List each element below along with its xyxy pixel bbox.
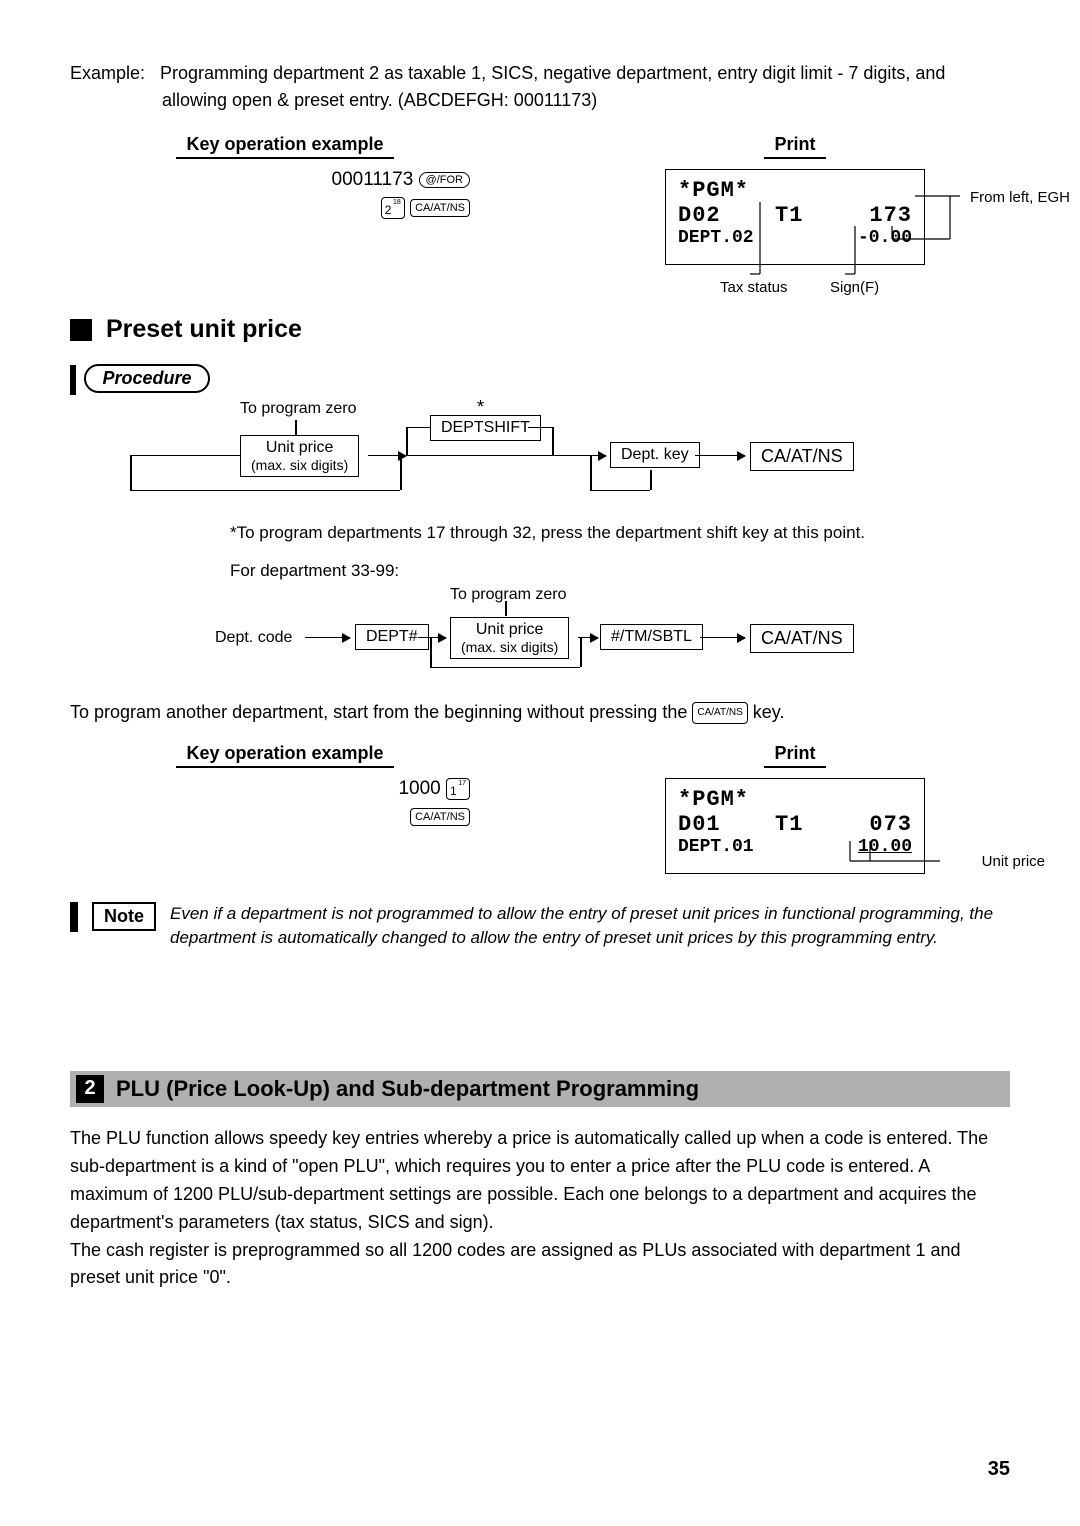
key-1: 117 [446, 778, 470, 800]
code-1000: 1000 [398, 778, 440, 799]
dept-code-label: Dept. code [215, 629, 292, 647]
example-line2: allowing open & preset entry. (ABCDEFGH:… [162, 87, 1010, 114]
procedure-row: Procedure [70, 364, 1010, 395]
tm-sbtl-box: #/TM/SBTL [600, 624, 703, 650]
note-tab-icon [70, 902, 78, 932]
ca-at-ns-box-2: CA/AT/NS [750, 624, 854, 653]
page-number: 35 [988, 1458, 1010, 1481]
dept-key-box: Dept. key [610, 442, 700, 468]
flow-diagram-2: To program zero Dept. code DEPT# Unit pr… [110, 591, 1010, 681]
key-op-header: Key operation example [176, 134, 393, 159]
key-2: 218 [381, 197, 405, 219]
to-program-zero-1: To program zero [240, 400, 357, 418]
example-label: Example: [70, 60, 155, 87]
key-op-col-1: Key operation example 00011173 @/FOR 218… [70, 134, 500, 265]
section-2-title: PLU (Price Look-Up) and Sub-department P… [116, 1076, 699, 1102]
section-2-bar: 2 PLU (Price Look-Up) and Sub-department… [70, 1071, 1010, 1107]
print-col-2: Print *PGM* D01 T1 073 DEPT.01 10.00 Uni… [580, 743, 1010, 874]
to-program-zero-2: To program zero [450, 586, 567, 604]
preset-unit-price-heading: Preset unit price [70, 315, 1010, 344]
section-2-body-1: The PLU function allows speedy key entri… [70, 1125, 1010, 1237]
example-description: Example: Programming department 2 as tax… [70, 60, 1010, 114]
key-for: @/FOR [419, 172, 470, 188]
note-block: Note Even if a department is not program… [70, 902, 1010, 951]
example-line1: Programming department 2 as taxable 1, S… [160, 63, 945, 83]
flow1-footnote: *To program departments 17 through 32, p… [230, 523, 1010, 543]
key-op-header-2: Key operation example [176, 743, 393, 768]
key-ca-at-ns-2: CA/AT/NS [410, 808, 470, 826]
unit-price-box-1: Unit price (max. six digits) [240, 435, 359, 477]
procedure-tab-icon [70, 365, 76, 395]
ca-at-ns-box-1: CA/AT/NS [750, 442, 854, 471]
inline-ca-at-ns-key: CA/AT/NS [692, 702, 747, 724]
section-number-badge: 2 [76, 1075, 104, 1103]
key-op-col-2: Key operation example 1000 117 CA/AT/NS [70, 743, 500, 874]
flow-diagram-1: To program zero Unit price (max. six dig… [110, 405, 1010, 515]
code-00011173: 00011173 [332, 169, 414, 190]
unit-price-box-2: Unit price (max. six digits) [450, 617, 569, 659]
heading-bullet-icon [70, 319, 92, 341]
note-label: Note [92, 902, 156, 931]
another-dept-text: To program another department, start fro… [70, 699, 1010, 727]
for-dept-33-99: For department 33-99: [230, 561, 1010, 581]
deptshift-box: DEPTSHIFT [430, 415, 541, 441]
example2-row: Key operation example 1000 117 CA/AT/NS … [70, 743, 1010, 874]
note-text: Even if a department is not programmed t… [170, 902, 1010, 951]
key-ca-at-ns-1: CA/AT/NS [410, 199, 470, 217]
procedure-label: Procedure [84, 364, 209, 393]
section-2-body-2: The cash register is preprogrammed so al… [70, 1237, 1010, 1293]
example1-row: Key operation example 00011173 @/FOR 218… [70, 134, 1010, 265]
print-col-1: Print *PGM* D02 T1 173 DEPT.02 -0.00 Fro… [580, 134, 1010, 265]
